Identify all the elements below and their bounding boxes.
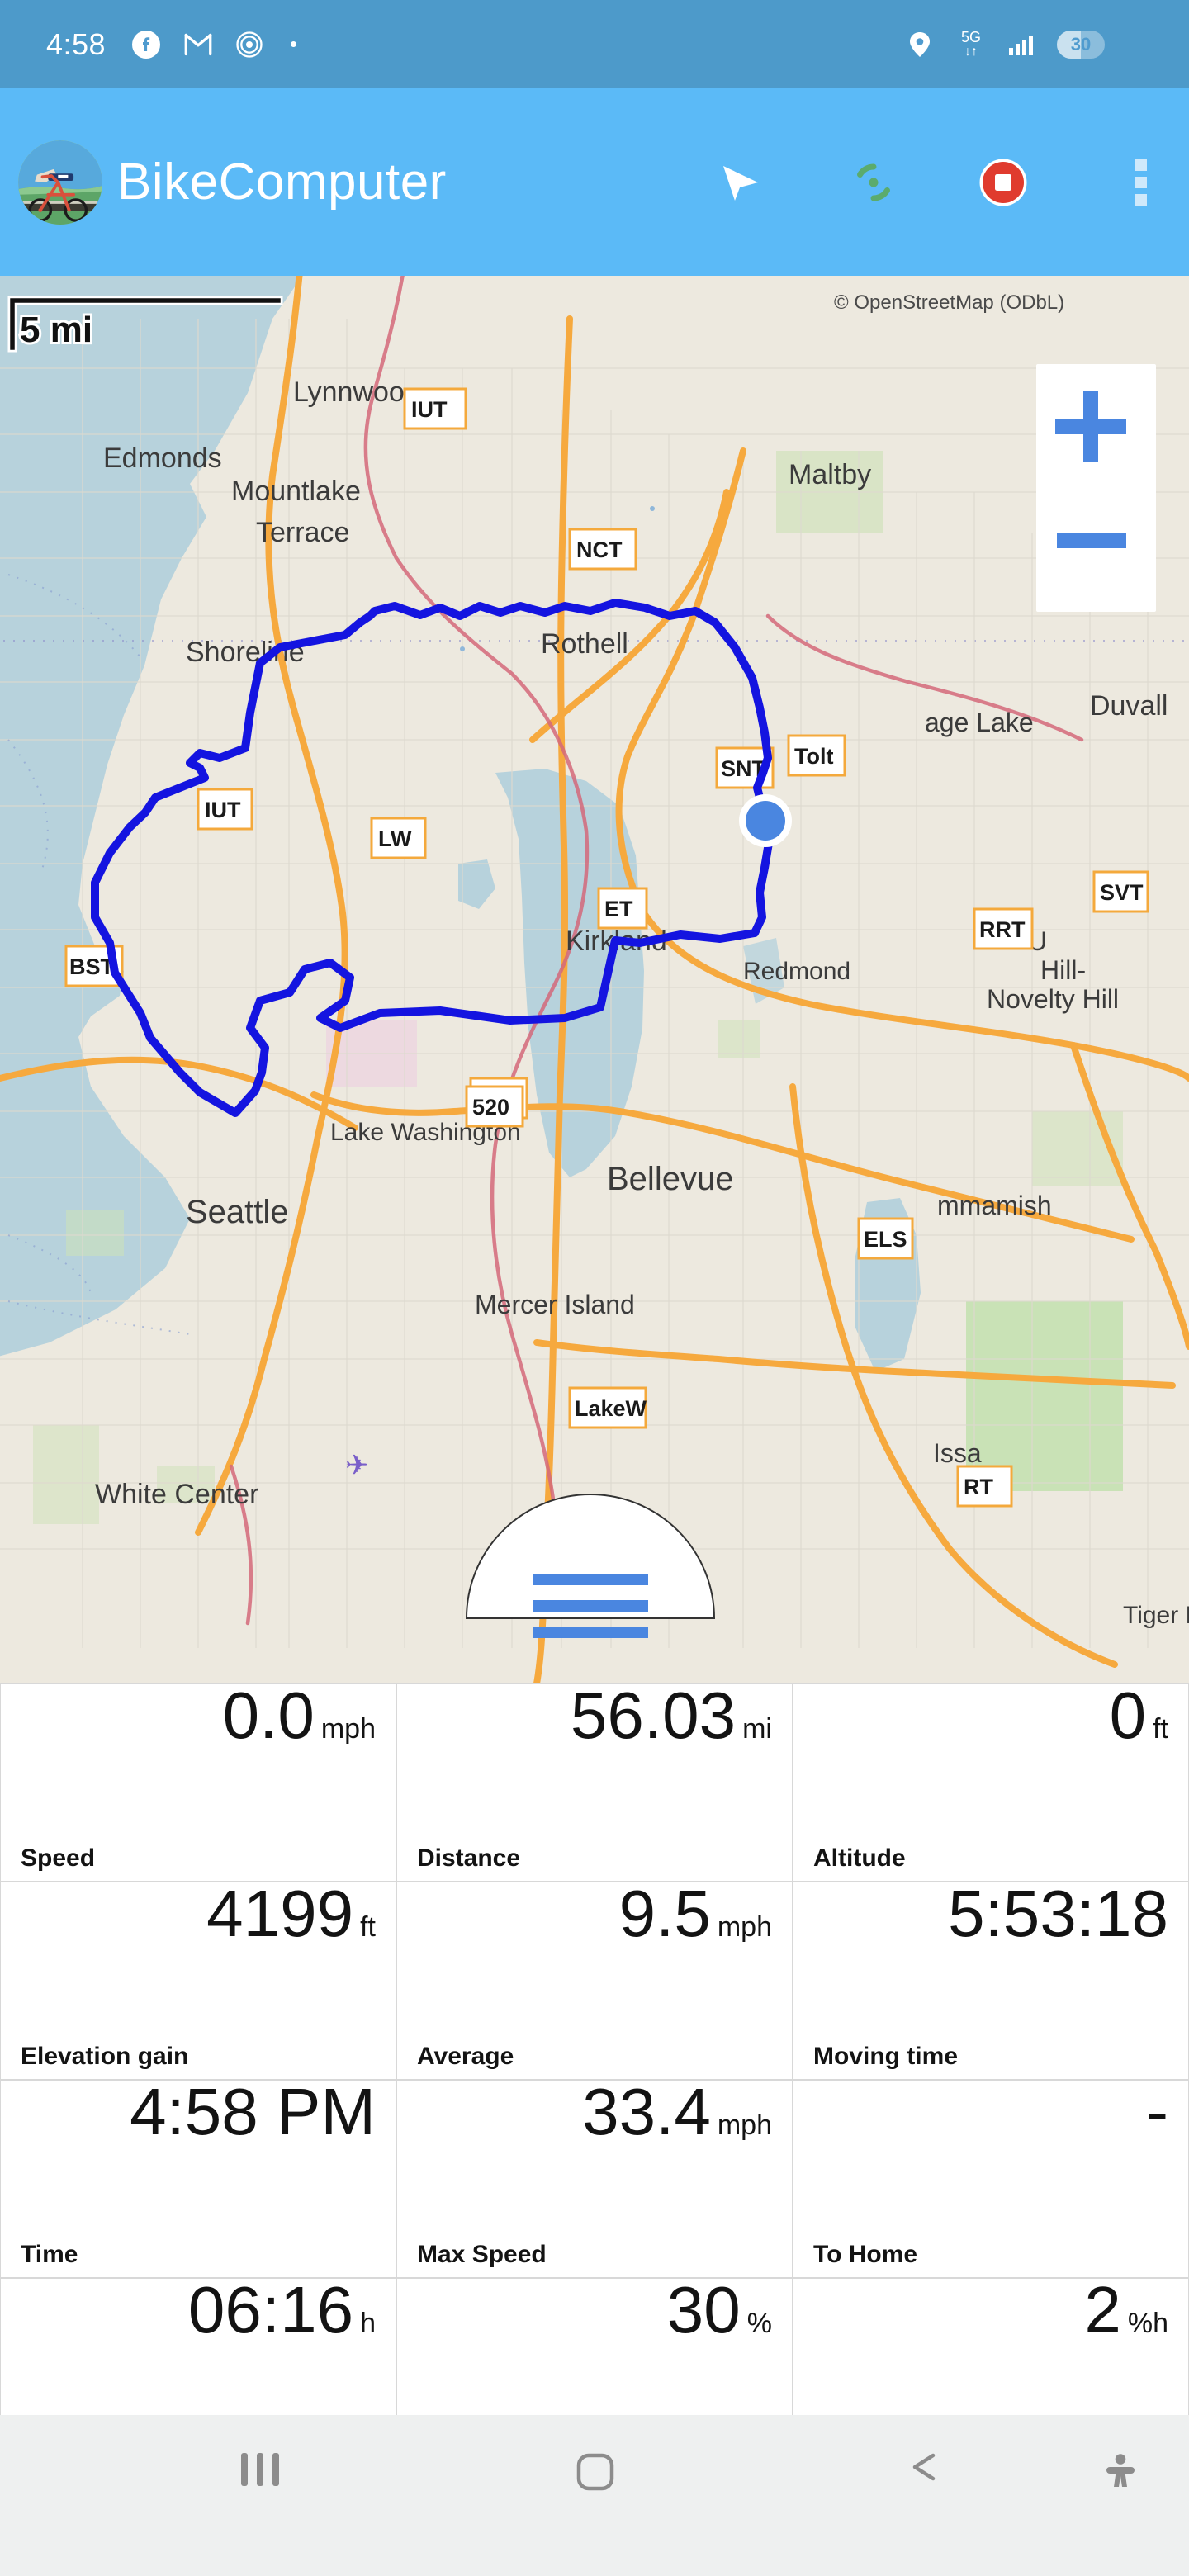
svg-text:IUT: IUT xyxy=(411,397,448,422)
svg-text:BST: BST xyxy=(69,954,115,979)
svg-text:ET: ET xyxy=(604,897,633,921)
svg-text:SVT: SVT xyxy=(1100,880,1144,905)
svg-text:Mountlake: Mountlake xyxy=(231,476,361,507)
svg-text:Duvall: Duvall xyxy=(1090,690,1168,722)
svg-text:ELS: ELS xyxy=(864,1227,907,1252)
svg-text:LakeW: LakeW xyxy=(575,1396,647,1421)
svg-text:Lynnwoo: Lynnwoo xyxy=(293,376,405,408)
svg-text:RT: RT xyxy=(964,1475,993,1499)
svg-text:mmamish: mmamish xyxy=(937,1191,1052,1220)
svg-text:5 mi: 5 mi xyxy=(20,310,92,350)
svg-text:Mercer Island: Mercer Island xyxy=(475,1290,635,1319)
svg-text:RRT: RRT xyxy=(979,917,1026,942)
svg-text:Tolt: Tolt xyxy=(794,744,833,769)
svg-text:Shoreline: Shoreline xyxy=(186,637,305,668)
svg-text:520: 520 xyxy=(472,1095,509,1120)
svg-text:Redmond: Redmond xyxy=(743,958,850,985)
svg-text:✈: ✈ xyxy=(345,1450,369,1481)
svg-text:NCT: NCT xyxy=(576,537,623,562)
svg-text:Terrace: Terrace xyxy=(256,517,349,548)
svg-text:Hill-: Hill- xyxy=(1040,955,1086,985)
svg-text:LW: LW xyxy=(378,826,412,851)
svg-text:Novelty Hill: Novelty Hill xyxy=(987,984,1119,1014)
svg-text:Rothell: Rothell xyxy=(541,628,628,660)
svg-text:age Lake: age Lake xyxy=(925,708,1034,737)
svg-text:IUT: IUT xyxy=(205,798,241,822)
svg-text:© OpenStreetMap (ODbL): © OpenStreetMap (ODbL) xyxy=(834,291,1064,314)
svg-text:Tiger M: Tiger M xyxy=(1123,1602,1189,1629)
svg-text:White Center: White Center xyxy=(95,1479,258,1510)
svg-text:Seattle: Seattle xyxy=(186,1194,289,1230)
svg-text:Edmonds: Edmonds xyxy=(103,443,222,474)
svg-text:Bellevue: Bellevue xyxy=(607,1161,733,1197)
svg-text:Maltby: Maltby xyxy=(789,459,871,490)
svg-text:Issa: Issa xyxy=(933,1438,982,1468)
